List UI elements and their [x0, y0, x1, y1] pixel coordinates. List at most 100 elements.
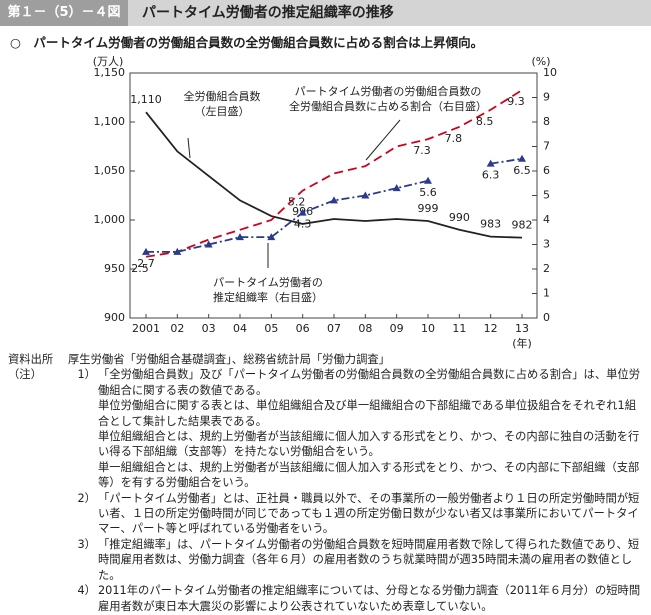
note-paragraph: 「パートタイム労働者」とは、正社員・職員以外で、その事業所の一般労働者より１日の…: [98, 491, 640, 536]
leader-line: [365, 119, 401, 161]
value-label: 9.3: [507, 95, 525, 108]
y2-unit: (%): [531, 55, 550, 68]
value-label: 6.3: [482, 169, 500, 182]
triangle-marker: [361, 191, 370, 199]
figure-label: 第１－（5）－４図: [0, 0, 128, 26]
notes-body: 1） 「全労働組合員数」及び「パートタイム労働者の労働組合員数の全労働組合員数に占…: [68, 367, 644, 614]
y2-tick-label: 9: [543, 91, 550, 104]
note-number: 3）: [77, 537, 97, 551]
value-label: 4.3: [294, 218, 312, 231]
subtitle: ○ パートタイム労働者の労働組合員数の全労働組合員数に占める割合は上昇傾向。: [10, 35, 484, 50]
y-tick-label: 1,050: [94, 164, 126, 177]
note-paragraphs: 「全労働組合員数」及び「パートタイム労働者の労働組合員数の全労働組合員数に占める…: [98, 367, 644, 490]
header: 第１－（5）－４図 パートタイム労働者の推定組織率の推移: [0, 0, 651, 26]
value-label: 7.8: [445, 132, 463, 145]
value-label: 2.5: [131, 262, 149, 275]
note-paragraphs: 「推定組織率」は、パートタイム労働者の労働組合員数を短時間雇用者数で除して得られ…: [98, 537, 644, 583]
note-paragraphs: 2011年のパートタイム労働者の推定組織率については、分母となる労働力調査（20…: [98, 583, 644, 614]
note-number: 4）: [77, 584, 97, 598]
triangle-marker: [392, 184, 401, 192]
value-label: 1,110: [130, 93, 162, 106]
source-text: 厚生労働省「労働組合基礎調査」、総務省統計局「労働力調査」: [68, 353, 390, 366]
notes-label: （注）: [8, 368, 42, 382]
triangle-marker: [142, 247, 150, 255]
x-tick-label: 04: [233, 322, 247, 335]
y-tick-label: 950: [104, 262, 125, 275]
y2-tick-label: 8: [543, 115, 550, 128]
y-tick-label: 1,100: [94, 115, 126, 128]
triangle-marker: [298, 208, 307, 216]
y2-tick-label: 4: [543, 213, 550, 226]
annotation: パートタイム労働者の: [213, 275, 323, 289]
y2-tick-label: 2: [543, 262, 550, 275]
series-line: [146, 157, 523, 253]
series-line: [145, 111, 523, 239]
note-number: 2）: [77, 491, 97, 505]
figure-title: パートタイム労働者の推定組織率の推移: [142, 5, 394, 21]
value-label: 5.2: [288, 196, 306, 209]
y-unit: (万人): [93, 55, 124, 68]
annotation: （左目盛）: [195, 104, 250, 118]
x-tick-label: 08: [358, 322, 372, 335]
y2-tick-label: 0: [543, 311, 550, 324]
y-tick-label: 1,150: [94, 66, 126, 79]
notes-block: （注） 1） 「全労働組合員数」及び「パートタイム労働者の労働組合員数の全労働組合員…: [8, 367, 644, 614]
annotation: 全労働組合員数: [184, 89, 261, 103]
note-paragraph: 「推定組織率」は、パートタイム労働者の労働組合員数を短時間雇用者数で除して得られ…: [98, 537, 640, 582]
note-number: 1）: [77, 368, 97, 382]
note-paragraph: 「全労働組合員数」及び「パートタイム労働者の労働組合員数の全労働組合員数に占める…: [98, 368, 641, 397]
annotation: 全労働組合員数に占める割合（右目盛）: [289, 99, 487, 113]
series-line: [145, 89, 523, 258]
note-item: 2） 「パートタイム労働者」とは、正社員・職員以外で、その事業所の一般労働者より１…: [68, 491, 644, 537]
y-tick-label: 1,000: [94, 213, 126, 226]
notes: 資料出所 厚生労働省「労働組合基礎調査」、総務省統計局「労働力調査」 （注） 1）「…: [8, 352, 644, 614]
value-label: 7.3: [413, 144, 431, 157]
source-label: 資料出所: [8, 353, 54, 366]
note-paragraph: 単位組織組合とは、規約上労働者が当該組織に個人加入する形式をとり、かつ、その内部…: [98, 430, 640, 459]
value-label: 8.5: [476, 115, 494, 128]
value-label: 999: [418, 202, 439, 215]
x-tick-label: 11: [452, 322, 466, 335]
triangle-marker: [486, 159, 495, 167]
triangle-marker: [236, 233, 244, 241]
note-paragraph: 単一組織組合とは、規約上労働者が当該組織に個人加入する形式をとり、かつ、その内部…: [98, 460, 640, 490]
note-paragraph: 2011年のパートタイム労働者の推定組織率については、分母となる労働力調査（20…: [98, 584, 641, 613]
x-tick-label: 05: [264, 322, 278, 335]
note-item: 3） 「推定組織率」は、パートタイム労働者の労働組合員数を短時間雇用者数で除して得…: [68, 537, 644, 583]
annotation: パートタイム労働者の労働組合員数の: [295, 84, 482, 98]
x-tick-label: 2001: [132, 322, 160, 335]
y2-tick-label: 1: [543, 287, 550, 300]
y2-tick-label: 7: [543, 140, 550, 153]
x-tick-label: 03: [202, 322, 216, 335]
note-item: 1） 「全労働組合員数」及び「パートタイム労働者の労働組合員数の全労働組合員数に占…: [68, 367, 644, 490]
leader-line: [187, 137, 191, 159]
x-tick-label: 13: [515, 322, 529, 335]
value-label: 990: [449, 211, 470, 224]
triangle-marker: [173, 247, 182, 255]
annotation: 推定組織率（右目盛）: [213, 290, 323, 304]
y2-tick-label: 10: [543, 66, 557, 79]
y-tick-label: 900: [104, 311, 125, 324]
x-tick-label: 09: [390, 322, 404, 335]
chart: 9009501,0001,0501,1001,15001234567891020…: [93, 55, 557, 350]
triangle-marker: [424, 176, 432, 184]
value-label: 982: [512, 219, 533, 232]
y2-tick-label: 3: [543, 238, 550, 251]
value-label: 6.5: [513, 164, 531, 177]
triangle-marker: [267, 233, 276, 241]
note-paragraphs: 「パートタイム労働者」とは、正社員・職員以外で、その事業所の一般労働者より１日の…: [98, 491, 644, 537]
x-unit: (年): [512, 336, 532, 350]
x-tick-label: 06: [296, 322, 310, 335]
triangle-marker: [330, 196, 338, 204]
value-label: 2.7: [137, 257, 155, 270]
triangle-marker: [518, 154, 526, 162]
y2-tick-label: 6: [543, 164, 550, 177]
value-label: 983: [480, 218, 501, 231]
x-tick-label: 07: [327, 322, 341, 335]
x-tick-label: 12: [484, 322, 498, 335]
note-paragraph: 単位労働組合に関する表とは、単位組織組合及び単一組織組合の下部組織である単位扱組…: [98, 399, 637, 428]
source: 資料出所 厚生労働省「労働組合基礎調査」、総務省統計局「労働力調査」: [8, 352, 644, 367]
x-tick-label: 02: [170, 322, 184, 335]
note-item: 4） 2011年のパートタイム労働者の推定組織率については、分母となる労働力調査（…: [68, 583, 644, 614]
